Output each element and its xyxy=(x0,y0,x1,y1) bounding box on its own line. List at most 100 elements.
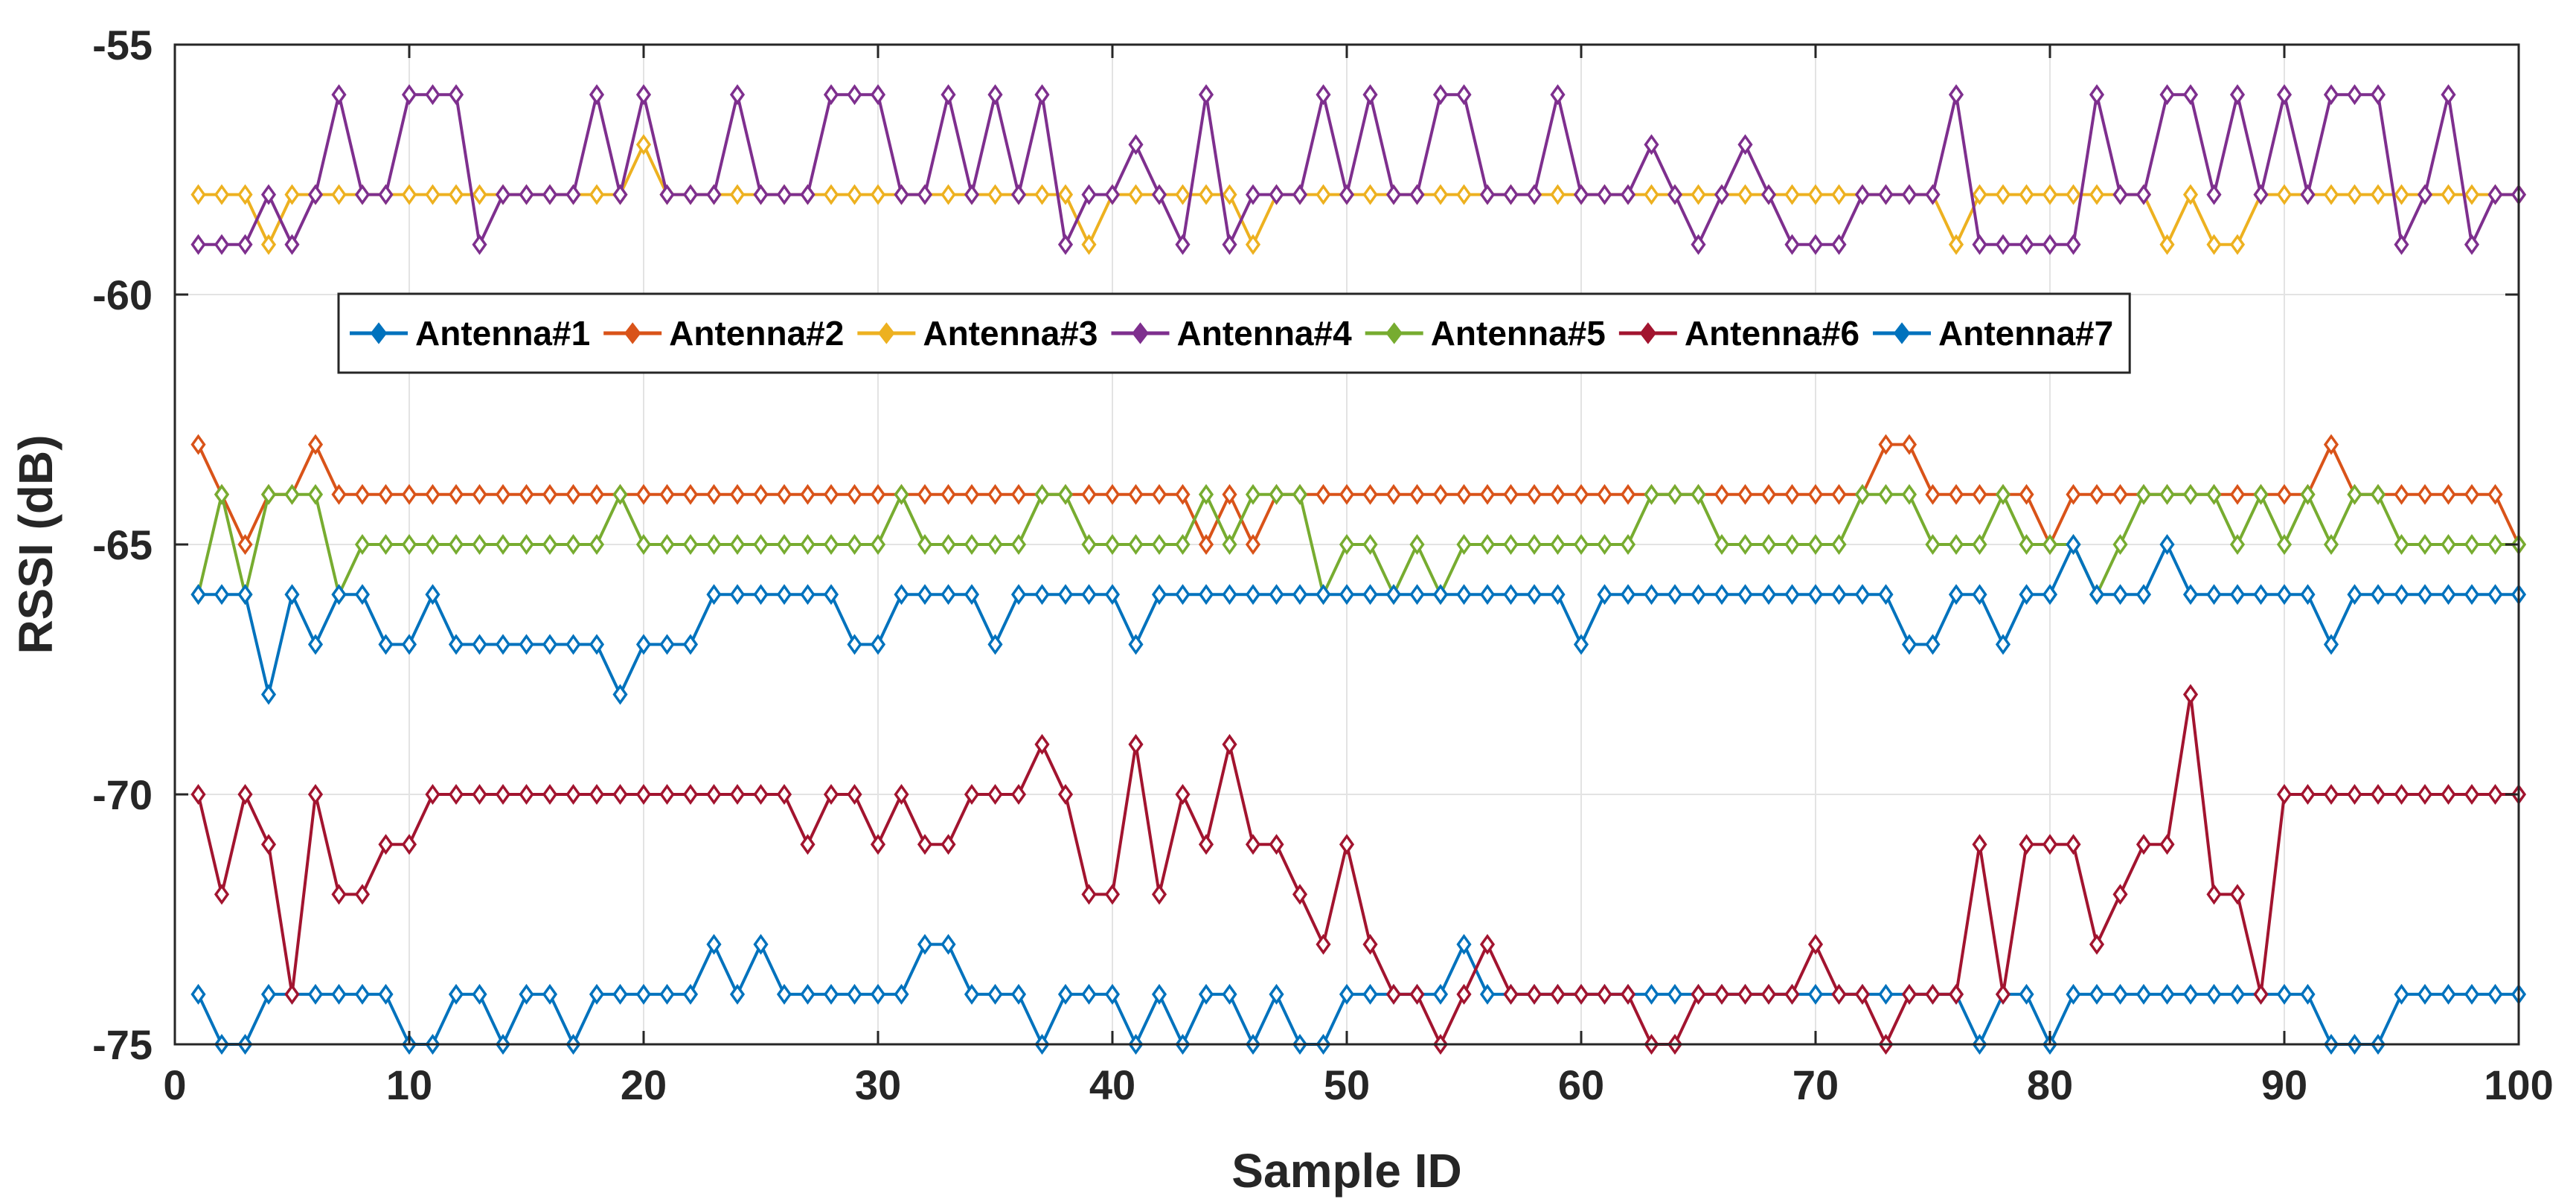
data-point xyxy=(1034,733,1050,755)
data-point xyxy=(401,834,417,855)
data-point xyxy=(237,584,253,605)
data-point xyxy=(1503,483,1519,505)
data-point xyxy=(214,184,230,205)
data-point xyxy=(1831,234,1847,255)
data-point xyxy=(519,184,534,205)
data-point xyxy=(2019,184,2034,205)
y-tick-label: -55 xyxy=(92,22,153,68)
data-point xyxy=(190,784,206,805)
data-point xyxy=(1362,84,1378,106)
legend-item: Antenna#5 xyxy=(1365,314,1606,353)
data-point xyxy=(1151,483,1167,505)
data-point xyxy=(589,983,605,1005)
data-point xyxy=(2229,84,2246,106)
data-point xyxy=(964,184,980,205)
data-point xyxy=(635,483,652,505)
data-point xyxy=(519,534,534,555)
data-point xyxy=(1362,983,1378,1005)
data-point xyxy=(237,234,253,255)
data-point xyxy=(1222,584,1237,605)
data-point xyxy=(1081,534,1097,555)
data-point xyxy=(1691,184,1706,205)
data-point xyxy=(401,634,417,655)
data-point xyxy=(1339,534,1355,555)
data-point xyxy=(1409,584,1425,605)
data-point xyxy=(1151,534,1167,555)
legend-item: Antenna#7 xyxy=(1873,314,2113,353)
data-point xyxy=(1550,483,1566,505)
data-point xyxy=(1667,483,1683,505)
data-point xyxy=(2441,784,2456,805)
data-point xyxy=(2347,184,2362,205)
data-point xyxy=(1010,584,1027,605)
data-point xyxy=(2487,184,2503,205)
data-point xyxy=(2089,483,2105,505)
data-point xyxy=(2347,584,2362,605)
x-axis-title: Sample ID xyxy=(1231,1144,1461,1198)
x-tick-label: 10 xyxy=(386,1061,432,1108)
data-point xyxy=(635,634,652,655)
data-point xyxy=(1854,483,1871,505)
x-tick-label: 70 xyxy=(1792,1061,1839,1108)
data-point xyxy=(260,684,277,705)
data-point xyxy=(260,834,277,855)
data-point xyxy=(2370,483,2386,505)
data-point xyxy=(448,534,464,555)
data-point xyxy=(1339,834,1355,855)
data-point xyxy=(1550,84,1566,106)
data-point xyxy=(1362,584,1378,605)
data-point xyxy=(378,634,394,655)
data-point xyxy=(800,983,816,1005)
data-point xyxy=(1878,983,1894,1005)
data-point xyxy=(941,184,956,205)
data-point xyxy=(1597,983,1612,1005)
data-point xyxy=(2089,983,2105,1005)
data-point xyxy=(2112,483,2128,505)
data-point xyxy=(1292,483,1308,505)
data-point xyxy=(354,584,371,605)
data-point xyxy=(635,534,652,555)
data-point xyxy=(2136,584,2152,605)
data-point xyxy=(1245,483,1261,505)
series-4 xyxy=(190,84,2527,255)
data-point xyxy=(2441,184,2456,205)
data-point xyxy=(1784,983,1800,1005)
data-point xyxy=(354,884,371,905)
data-point xyxy=(1948,534,1964,555)
data-point xyxy=(823,184,839,205)
data-point xyxy=(2206,483,2222,505)
data-point xyxy=(2229,483,2246,505)
data-point xyxy=(1128,184,1144,205)
data-point xyxy=(2417,983,2433,1005)
data-point xyxy=(2441,534,2456,555)
y-tick-label: -70 xyxy=(92,771,153,818)
data-point xyxy=(214,234,230,255)
data-point xyxy=(2089,584,2105,605)
data-point xyxy=(1550,184,1566,205)
data-point xyxy=(917,483,933,505)
data-point xyxy=(941,84,956,106)
data-point xyxy=(2487,784,2503,805)
data-point xyxy=(237,534,253,555)
data-point xyxy=(2112,983,2128,1005)
data-point xyxy=(519,784,534,805)
data-point xyxy=(987,84,1003,106)
data-point xyxy=(2276,983,2293,1005)
data-point xyxy=(1198,834,1214,855)
data-point xyxy=(1854,184,1871,205)
data-point xyxy=(635,84,652,106)
data-point xyxy=(917,933,933,955)
data-point xyxy=(2229,534,2246,555)
data-point xyxy=(2066,983,2081,1005)
data-point xyxy=(1503,584,1519,605)
data-point xyxy=(1597,584,1612,605)
data-point xyxy=(2441,983,2456,1005)
legend-item: Antenna#4 xyxy=(1111,314,1352,353)
data-point xyxy=(2300,483,2316,505)
data-point xyxy=(2159,84,2175,106)
data-point xyxy=(1081,983,1097,1005)
data-point xyxy=(284,483,300,505)
data-point xyxy=(917,534,933,555)
data-point xyxy=(331,884,347,905)
data-point xyxy=(331,184,347,205)
